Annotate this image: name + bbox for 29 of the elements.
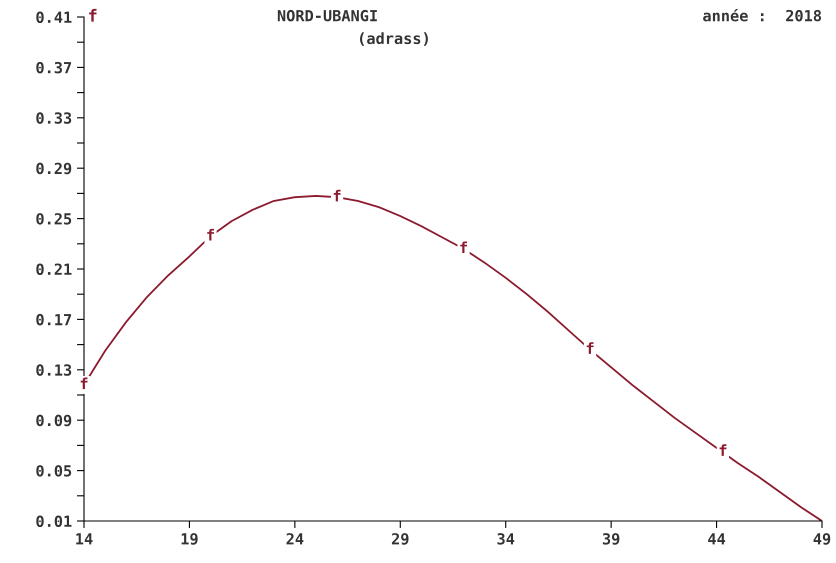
annotation: année : 2018 xyxy=(703,8,822,22)
text: (adrass) xyxy=(360,32,428,46)
annotation: f xyxy=(334,190,341,202)
x-tick-label: 29 xyxy=(392,533,409,545)
x-tick-label: 44 xyxy=(708,533,726,544)
y-tick-label: 0.33 xyxy=(36,112,72,124)
x-tick-label: 34 xyxy=(497,533,514,545)
annotation: f xyxy=(207,228,214,240)
y-tick-label: 0.13 xyxy=(36,364,72,376)
y-tick-label: 0.01 xyxy=(36,515,72,528)
x-tick-label: 19 xyxy=(182,533,198,545)
y-tick-label: 0.37 xyxy=(36,62,72,74)
annotation: f xyxy=(460,241,468,254)
x-tick-label: 24 xyxy=(286,533,304,544)
annotation: f xyxy=(586,342,594,354)
x-tick-label: 14 xyxy=(76,533,93,544)
annotation: f xyxy=(80,378,88,390)
chart-title: NORD-UBANGI xyxy=(278,10,377,22)
y-tick-label: 0.05 xyxy=(36,465,72,477)
y-tick-label: 0.09 xyxy=(36,414,72,426)
y-tick-label: 0.25 xyxy=(36,213,72,225)
x-tick-label: 49 xyxy=(814,533,830,545)
y-tick-label: 0.17 xyxy=(36,314,72,326)
x-tick-label: 39 xyxy=(602,533,620,545)
y-tick-label: 0.29 xyxy=(36,162,72,174)
annotation: f xyxy=(720,444,726,456)
y-tick-label: 0.41 xyxy=(36,11,72,24)
y-tick-label: 0.21 xyxy=(36,263,72,276)
y-axis-title: f xyxy=(89,8,96,22)
